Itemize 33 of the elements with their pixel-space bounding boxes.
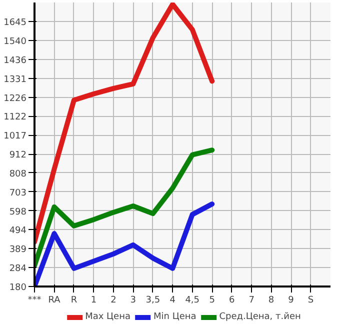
y-tick-label: 1645 bbox=[4, 18, 26, 28]
x-tick-label: 3,5 bbox=[146, 296, 160, 306]
x-tick-label: 4 bbox=[170, 296, 176, 306]
x-tick-label: 6 bbox=[228, 296, 235, 306]
y-tick-label: 808 bbox=[9, 169, 27, 180]
legend-label: Max Цена bbox=[85, 312, 130, 322]
x-tick-label: R bbox=[70, 296, 78, 306]
y-tick-label: 1436 bbox=[4, 56, 27, 66]
x-tick-label: 2 bbox=[110, 296, 116, 306]
x-tick-label: 8 bbox=[268, 296, 274, 306]
legend-label: Min Цена bbox=[154, 312, 196, 322]
y-tick-label: 1226 bbox=[4, 94, 27, 104]
x-tick-label: *** bbox=[28, 296, 42, 306]
x-tick-label: 5 bbox=[209, 296, 215, 306]
y-tick-label: 494 bbox=[9, 226, 27, 236]
x-tick-label: RA bbox=[48, 296, 62, 306]
y-tick-label: 703 bbox=[9, 188, 27, 198]
y-tick-label: 1331 bbox=[4, 74, 26, 85]
y-tick-label: 389 bbox=[9, 245, 27, 256]
x-tick-label: S bbox=[308, 296, 314, 306]
x-tick-label: 4,5 bbox=[185, 296, 200, 306]
y-tick-label: 912 bbox=[9, 150, 27, 161]
x-tick-label: 3 bbox=[130, 296, 136, 306]
y-tick-label: 598 bbox=[9, 207, 27, 218]
x-tick-label: 1 bbox=[90, 296, 97, 306]
y-tick-label: 1122 bbox=[4, 112, 26, 123]
legend-label: Сред.Цена, т.йен bbox=[219, 312, 301, 322]
x-tick-label: 9 bbox=[288, 296, 294, 306]
y-tick-label: 1017 bbox=[4, 132, 26, 142]
y-tick-label: 1540 bbox=[4, 36, 27, 47]
y-tick-label: 284 bbox=[9, 264, 27, 274]
y-tick-label: 180 bbox=[9, 283, 27, 293]
x-tick-label: 7 bbox=[248, 296, 254, 306]
